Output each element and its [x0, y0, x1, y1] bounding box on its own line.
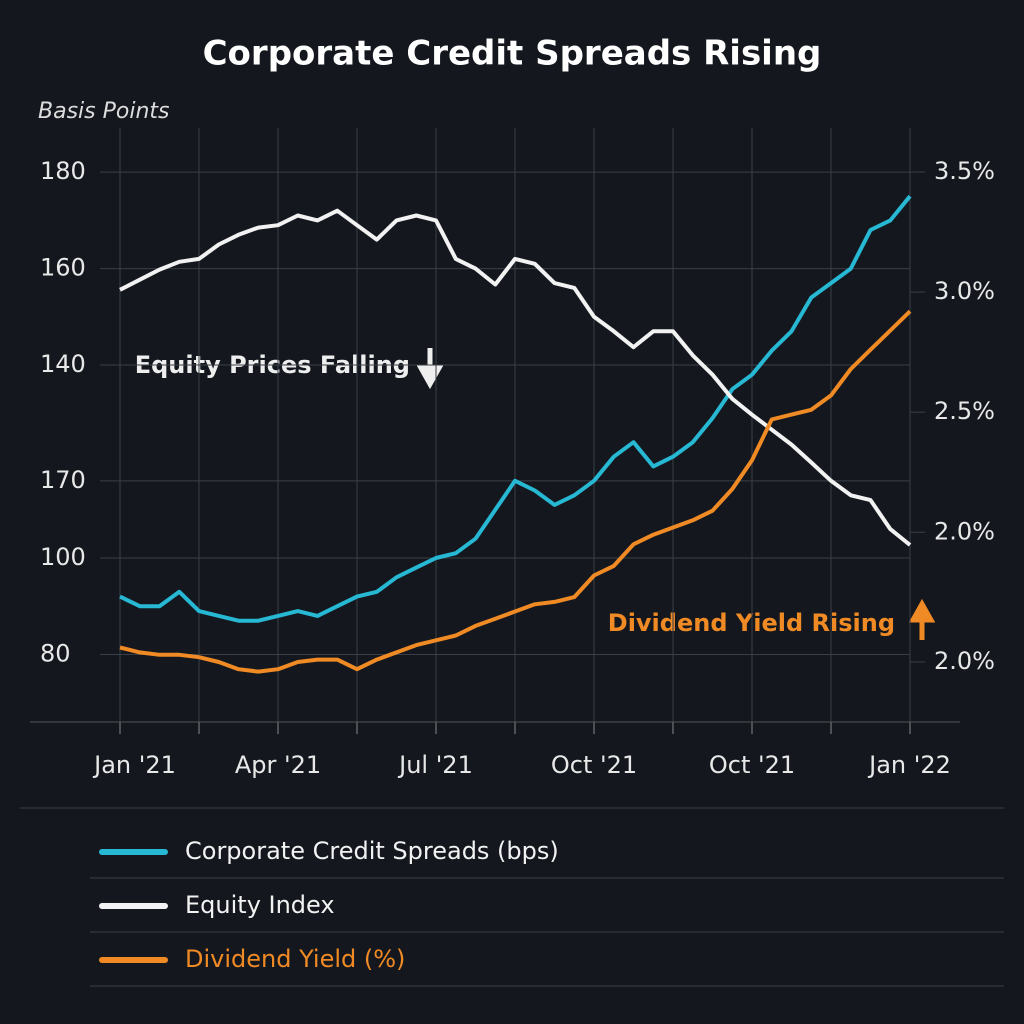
legend-label: Equity Index [185, 891, 335, 919]
x-tick-label: Oct '21 [709, 751, 795, 779]
down-arrow [416, 348, 444, 390]
x-tick-label: Jan '22 [867, 751, 951, 779]
y-tick-label: 100 [40, 543, 86, 571]
x-tick-label: Jan '21 [92, 751, 176, 779]
series-line [119, 309, 912, 674]
series-line [119, 194, 912, 623]
chart-title: Corporate Credit Spreads Rising [203, 34, 822, 74]
y2-tick-label: 2.0% [934, 517, 995, 545]
series-line [119, 208, 912, 547]
y-tick-label: 170 [40, 466, 86, 494]
x-tick-label: Apr '21 [235, 751, 321, 779]
y2-tick-label: 2.5% [934, 397, 995, 425]
y2-tick-label: 2.0% [934, 647, 995, 675]
legend-label: Dividend Yield (%) [185, 945, 405, 973]
y-tick-label: 160 [40, 254, 86, 282]
y-tick-label: 180 [40, 157, 86, 185]
up-arrow [908, 598, 936, 640]
x-tick-label: Oct '21 [551, 751, 637, 779]
annotation: Dividend Yield Rising [608, 609, 895, 637]
y-tick-label: 140 [40, 350, 86, 378]
y2-tick-label: 3.0% [934, 277, 995, 305]
y-axis-label: Basis Points [38, 99, 169, 124]
y2-tick-label: 3.5% [934, 157, 995, 185]
x-tick-label: Jul '21 [397, 751, 473, 779]
y-tick-label: 80 [40, 639, 71, 667]
legend-label: Corporate Credit Spreads (bps) [185, 837, 559, 865]
